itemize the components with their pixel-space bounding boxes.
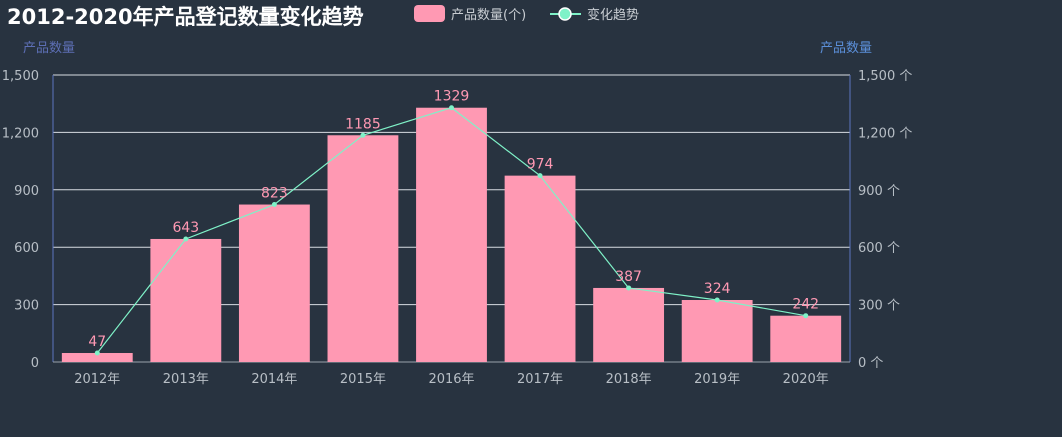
y-tick-label-left: 900 <box>14 184 39 199</box>
chart-title: 2012-2020年产品登记数量变化趋势 <box>7 5 364 29</box>
bar <box>61 353 133 362</box>
trend-point <box>537 173 543 179</box>
y-axis-name-left: 产品数量 <box>23 41 75 56</box>
y-tick-label-right: 0 个 <box>858 356 883 371</box>
bar <box>238 204 310 362</box>
y-tick-label-left: 1,200 <box>2 126 39 141</box>
x-tick-label: 2014年 <box>251 372 297 387</box>
bar <box>150 238 222 362</box>
x-tick-label: 2016年 <box>428 372 474 387</box>
legend-label-bar: 产品数量(个) <box>451 8 526 23</box>
data-label: 387 <box>615 269 642 285</box>
y-tick-label-left: 300 <box>14 299 39 314</box>
trend-point <box>803 313 809 319</box>
x-tick-label: 2015年 <box>340 372 386 387</box>
x-tick-label: 2019年 <box>694 372 740 387</box>
rounded-rect-icon <box>414 5 445 22</box>
x-tick-label: 2018年 <box>606 372 652 387</box>
data-label: 1185 <box>345 116 381 132</box>
y-tick-label-right: 600 个 <box>858 241 900 256</box>
trend-point <box>449 105 454 111</box>
y-tick-label-right: 1,500 个 <box>858 69 912 84</box>
legend-label-line: 变化趋势 <box>587 7 639 23</box>
legend[interactable]: 产品数量(个) 变化趋势 <box>414 5 639 23</box>
data-label: 643 <box>172 220 199 236</box>
trend-point <box>183 236 189 242</box>
legend-item-line[interactable]: 变化趋势 <box>550 7 639 23</box>
y-tick-label-right: 900 个 <box>858 184 900 199</box>
line-circle-dot <box>558 7 572 21</box>
y-tick-label-right: 300 个 <box>858 299 900 314</box>
data-label: 324 <box>704 281 731 297</box>
data-label: 1329 <box>434 89 470 105</box>
y-tick-label-left: 1,500 <box>2 69 39 84</box>
bar <box>327 135 399 362</box>
bar <box>770 315 842 362</box>
bar <box>681 300 753 362</box>
trend-point <box>360 132 366 138</box>
y-axis-right-ticks: 0 个 300 个 600 个 900 个 1,200 个 1,500 个 <box>858 69 912 371</box>
data-label: 974 <box>527 157 554 173</box>
y-tick-label-left: 600 <box>14 241 39 256</box>
x-axis-ticks: 2012年 2013年 2014年 2015年 2016年 2017年 2018年 2019年… <box>74 372 829 387</box>
bar <box>593 287 665 362</box>
bar <box>416 107 487 362</box>
x-tick-label: 2012年 <box>74 372 120 387</box>
x-tick-label: 2020年 <box>783 372 829 387</box>
trend-point <box>271 202 277 208</box>
y-axis-left-ticks: 0 300 600 900 1,200 1,500 <box>2 69 39 371</box>
data-label: 823 <box>261 186 288 202</box>
trend-point <box>714 297 720 303</box>
bar <box>504 175 576 362</box>
x-tick-label: 2013年 <box>163 372 209 387</box>
data-label: 242 <box>792 297 819 313</box>
trend-point <box>94 350 100 356</box>
data-label: 47 <box>88 334 106 350</box>
y-axis-name-right: 产品数量 <box>820 41 872 56</box>
legend-item-bar[interactable]: 产品数量(个) <box>414 5 526 23</box>
bars <box>61 107 842 362</box>
x-tick-label: 2017年 <box>517 372 563 387</box>
y-tick-label-right: 1,200 个 <box>858 126 912 141</box>
trend-point <box>626 285 632 291</box>
data-labels: 47 643 823 1185 1329 974 387 324 242 <box>88 89 819 350</box>
y-tick-label-left: 0 <box>31 356 39 371</box>
trend-line <box>94 105 809 356</box>
